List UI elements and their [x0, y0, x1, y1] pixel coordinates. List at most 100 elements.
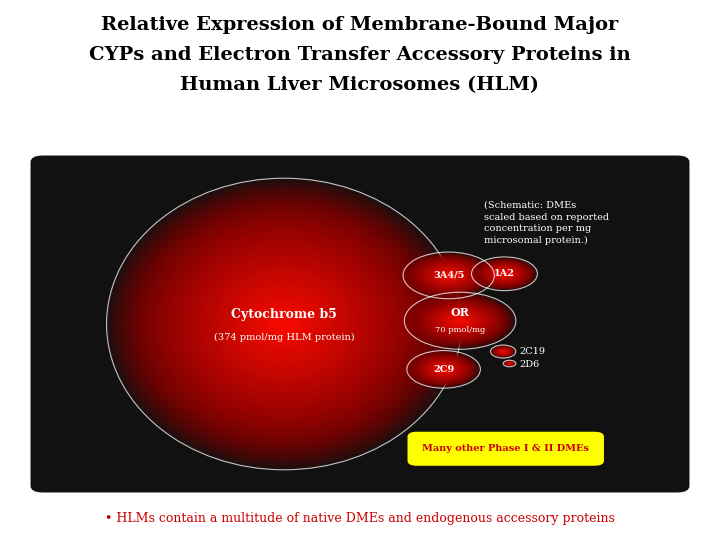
Circle shape [444, 312, 477, 329]
Circle shape [472, 258, 536, 290]
Circle shape [419, 357, 469, 382]
Circle shape [496, 348, 510, 355]
Ellipse shape [182, 240, 386, 408]
Circle shape [449, 315, 472, 327]
Circle shape [418, 356, 469, 382]
Circle shape [491, 346, 516, 357]
Ellipse shape [257, 302, 310, 346]
Text: 2C9: 2C9 [433, 365, 454, 374]
Circle shape [442, 368, 446, 370]
Circle shape [414, 297, 506, 345]
Circle shape [436, 309, 484, 333]
Ellipse shape [199, 255, 368, 393]
Circle shape [406, 293, 515, 348]
Circle shape [492, 346, 515, 357]
Circle shape [499, 349, 508, 354]
Circle shape [427, 303, 494, 338]
Circle shape [415, 258, 483, 293]
Circle shape [432, 363, 456, 375]
Circle shape [474, 259, 534, 289]
Circle shape [435, 308, 485, 334]
Ellipse shape [160, 222, 408, 426]
Circle shape [497, 348, 510, 355]
Circle shape [433, 364, 454, 375]
Circle shape [490, 345, 516, 358]
Circle shape [434, 268, 464, 283]
Circle shape [428, 265, 469, 286]
Ellipse shape [253, 299, 315, 349]
Circle shape [429, 266, 468, 285]
Circle shape [505, 361, 514, 366]
Circle shape [493, 346, 513, 357]
Ellipse shape [248, 295, 320, 353]
Circle shape [419, 260, 478, 291]
Circle shape [423, 359, 464, 380]
Circle shape [437, 269, 460, 281]
Circle shape [408, 294, 512, 347]
Circle shape [431, 266, 467, 285]
Ellipse shape [266, 309, 302, 339]
Circle shape [408, 254, 490, 296]
Circle shape [423, 301, 498, 340]
Circle shape [417, 259, 481, 292]
Ellipse shape [142, 207, 426, 441]
Circle shape [407, 350, 480, 388]
Circle shape [439, 310, 481, 332]
Ellipse shape [262, 306, 306, 342]
Text: 70 pmol/mg: 70 pmol/mg [435, 326, 485, 334]
Circle shape [454, 318, 466, 323]
Circle shape [423, 262, 474, 288]
Circle shape [410, 295, 510, 347]
Circle shape [505, 361, 514, 366]
Circle shape [407, 254, 491, 297]
Circle shape [404, 253, 493, 298]
Circle shape [477, 260, 531, 288]
Text: OR: OR [451, 307, 469, 318]
Circle shape [505, 361, 515, 366]
Ellipse shape [230, 280, 337, 368]
Circle shape [441, 271, 456, 280]
Text: (Schematic: DMEs
scaled based on reported
concentration per mg
microsomal protei: (Schematic: DMEs scaled based on reporte… [485, 201, 609, 246]
Circle shape [506, 362, 513, 365]
Circle shape [495, 347, 511, 356]
Circle shape [505, 361, 514, 366]
Circle shape [420, 300, 500, 341]
Circle shape [491, 345, 516, 358]
Circle shape [508, 362, 511, 365]
Circle shape [420, 261, 477, 290]
Circle shape [507, 362, 513, 365]
Circle shape [433, 267, 464, 284]
Circle shape [439, 367, 449, 372]
Ellipse shape [275, 316, 293, 331]
Circle shape [492, 346, 515, 357]
Ellipse shape [111, 182, 457, 466]
Circle shape [438, 270, 459, 281]
Circle shape [508, 362, 512, 365]
Circle shape [413, 256, 485, 294]
Circle shape [505, 361, 513, 366]
Circle shape [429, 362, 459, 377]
Circle shape [446, 274, 451, 276]
Circle shape [506, 362, 513, 366]
Circle shape [490, 267, 518, 281]
Circle shape [502, 351, 505, 352]
Ellipse shape [115, 186, 452, 462]
Circle shape [448, 314, 472, 327]
Circle shape [403, 252, 495, 299]
Ellipse shape [240, 287, 328, 361]
Circle shape [495, 348, 511, 356]
Circle shape [426, 264, 472, 287]
Circle shape [441, 311, 480, 330]
Text: Relative Expression of Membrane-Bound Major: Relative Expression of Membrane-Bound Ma… [102, 16, 618, 34]
Ellipse shape [222, 273, 346, 375]
Circle shape [495, 347, 512, 356]
Circle shape [420, 357, 467, 381]
Circle shape [498, 349, 508, 354]
Circle shape [498, 349, 508, 354]
Ellipse shape [129, 197, 439, 451]
Ellipse shape [120, 189, 448, 459]
Circle shape [411, 256, 486, 295]
Circle shape [445, 274, 452, 277]
Circle shape [494, 347, 513, 356]
Circle shape [426, 303, 495, 339]
